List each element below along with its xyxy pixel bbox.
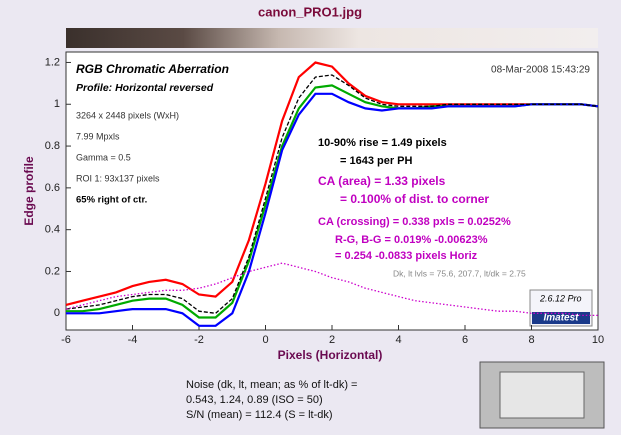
noise-text: Noise (dk, lt, mean; as % of lt-dk) =	[186, 379, 357, 391]
annotation: 10-90% rise = 1.49 pixels	[318, 137, 447, 149]
y-tick-label: 1	[54, 98, 60, 110]
x-tick-label: 6	[462, 334, 468, 346]
chart-subtitle: Profile: Horizontal reversed	[76, 82, 214, 94]
annotation: CA (crossing) = 0.338 pxls = 0.0252%	[318, 216, 511, 228]
series-line	[66, 92, 599, 327]
edge-strip	[66, 28, 598, 48]
annotation: 3264 x 2448 pixels (WxH)	[76, 110, 179, 120]
plot-area	[65, 51, 599, 331]
x-axis-label: Pixels (Horizontal)	[278, 348, 383, 362]
x-tick-label: 4	[395, 334, 401, 346]
annotation: CA (area) = 1.33 pixels	[318, 174, 446, 188]
annotation: Gamma = 0.5	[76, 152, 131, 162]
x-tick-label: 10	[592, 334, 604, 346]
x-tick-label: -6	[61, 334, 71, 346]
y-tick-label: 0.6	[45, 182, 60, 194]
annotation: Dk, lt lvls = 75.6, 207.7, lt/dk = 2.75	[393, 268, 526, 278]
chart-title: RGB Chromatic Aberration	[76, 62, 229, 76]
annotation: 08-Mar-2008 15:43:29	[491, 65, 590, 76]
annotation: Imatest	[543, 313, 579, 324]
annotation: 7.99 Mpxls	[76, 131, 120, 141]
annotation: 65% right of ctr.	[76, 195, 147, 206]
y-tick-label: 0.4	[45, 224, 60, 236]
x-tick-label: -2	[194, 334, 204, 346]
series-line	[65, 262, 598, 317]
annotation: = 1643 per PH	[340, 155, 413, 167]
y-tick-label: 0.2	[45, 265, 60, 277]
x-tick-label: 8	[528, 334, 534, 346]
noise-text: 0.543, 1.24, 0.89 (ISO = 50)	[186, 394, 323, 406]
annotation: = 0.100% of dist. to corner	[340, 192, 489, 206]
annotation: R-G, B-G = 0.019% -0.00623%	[335, 234, 488, 246]
annotation: 2.6.12 Pro	[539, 293, 582, 303]
x-tick-label: 2	[329, 334, 335, 346]
annotation: = 0.254 -0.0833 pixels Horiz	[335, 250, 478, 262]
y-tick-label: 0.8	[45, 140, 60, 152]
y-axis-label: Edge profile	[22, 156, 36, 226]
series-line	[65, 74, 599, 314]
y-tick-label: 1.2	[45, 56, 60, 68]
thumbnail-chart	[499, 371, 585, 419]
x-tick-label: 0	[262, 334, 268, 346]
y-tick-label: 0	[54, 307, 60, 319]
window-title: canon_PRO1.jpg	[258, 4, 362, 19]
annotation: ROI 1: 93x137 pixels	[76, 173, 160, 183]
noise-text: S/N (mean) = 112.4 (S = lt-dk)	[186, 409, 333, 421]
x-tick-label: -4	[128, 334, 138, 346]
